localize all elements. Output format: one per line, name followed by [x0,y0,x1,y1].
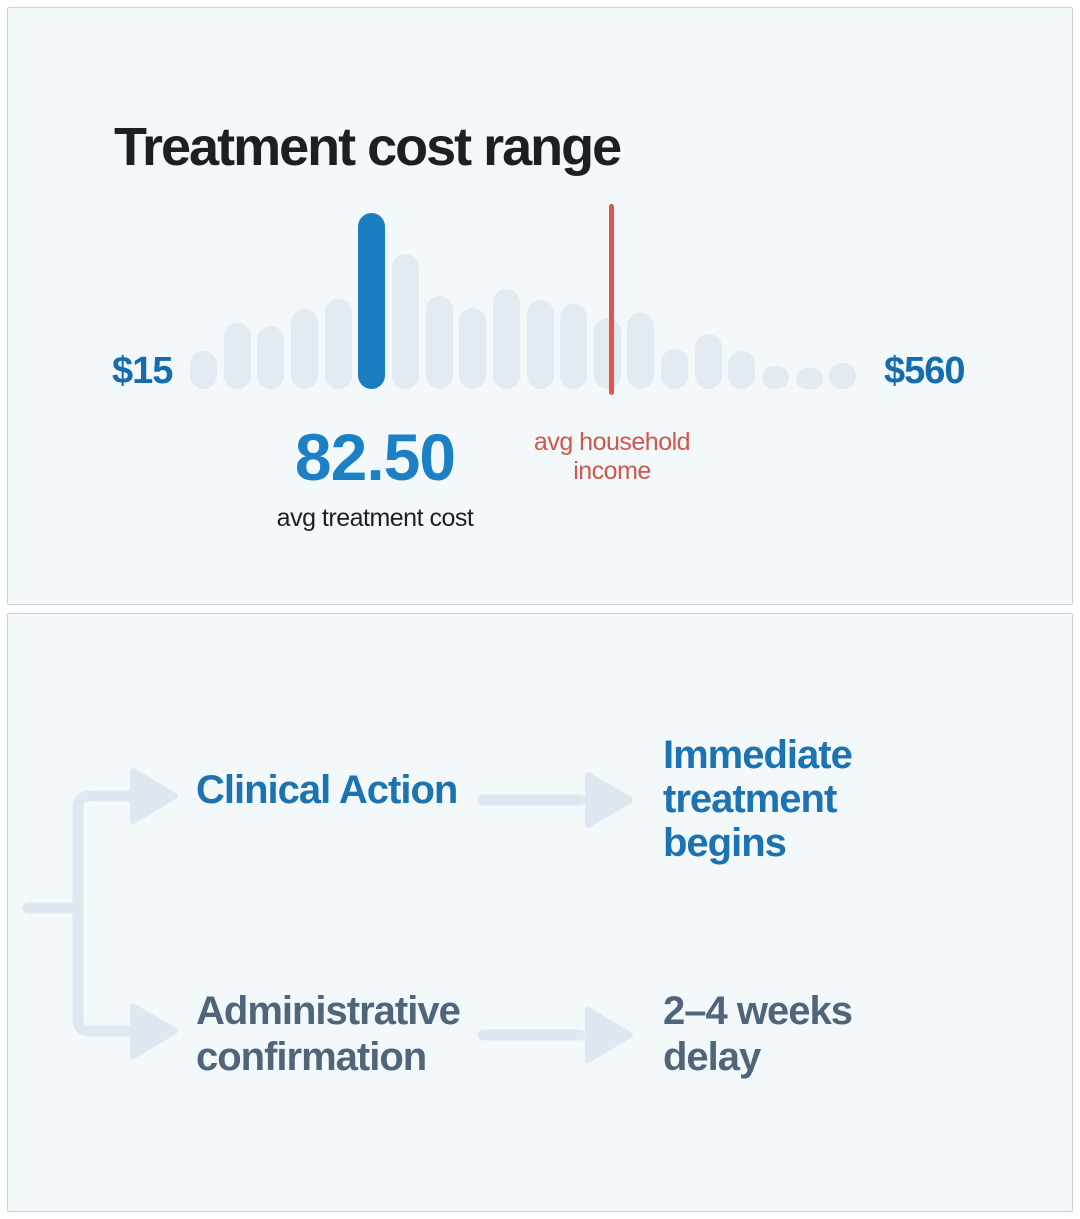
branch-label-administrative-confirmation: Administrative confirmation [196,989,461,1079]
max-cost-label: $560 [884,350,966,392]
avg-treatment-cost-label: avg treatment cost [276,504,474,532]
branch-arrow-icon [130,1003,178,1059]
card-title: Treatment cost range [114,117,622,178]
histogram-bar [661,349,688,389]
histogram-bar [560,304,587,389]
household-income-marker-line [609,204,614,395]
histogram-bar [527,300,554,389]
histogram-bar [459,308,486,389]
outcome-immediate-treatment: Immediate treatment begins [663,733,853,865]
histogram-bar [493,289,520,389]
bracket-connector [72,790,138,1037]
histogram-bars [190,205,862,389]
histogram-bar [190,351,217,389]
branch-label-clinical-action: Clinical Action [196,768,458,812]
branch-arrow-icon [130,768,178,824]
household-income-marker-label: avg household income [533,428,691,485]
histogram-bar [257,326,284,389]
histogram-bar [627,313,654,389]
histogram-bar [796,368,823,389]
histogram-bar [695,334,722,389]
histogram-bar [325,299,352,389]
min-cost-label: $15 [112,350,173,392]
histogram-bar [426,296,453,389]
histogram-bar-highlighted [358,213,385,389]
histogram-bar [392,254,419,389]
outcome-weeks-delay: 2–4 weeks delay [663,989,853,1079]
avg-treatment-cost-callout: 82.50 avg treatment cost [250,424,500,533]
histogram-bar [829,363,856,389]
decision-flow-connectors [22,768,633,1063]
histogram-bar [594,318,621,389]
histogram-bar [728,351,755,389]
histogram-bar [762,366,789,389]
decision-flow-card [7,613,1073,1212]
histogram-bar [224,323,251,389]
flow-arrow-icon [585,772,633,828]
avg-treatment-cost-value: 82.50 [294,420,456,494]
histogram-bar [291,309,318,389]
flow-arrow-icon [585,1007,633,1063]
